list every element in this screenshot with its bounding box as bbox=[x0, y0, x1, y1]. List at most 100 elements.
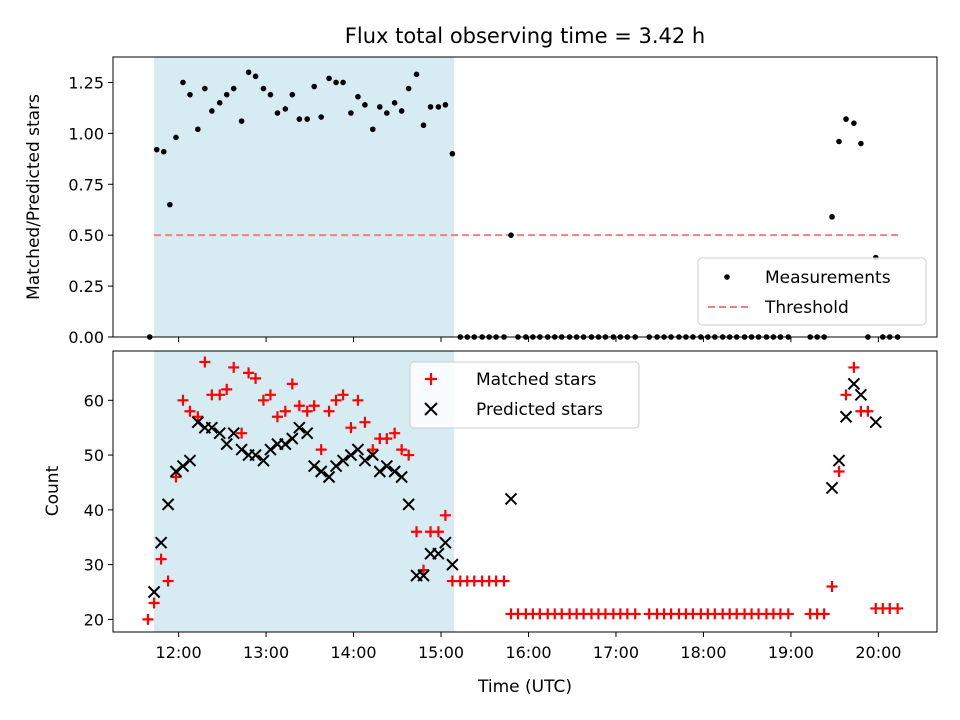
predicted-star-point bbox=[432, 547, 445, 560]
matched-star-point bbox=[293, 400, 305, 412]
matched-star-point bbox=[177, 394, 189, 406]
measurement-point bbox=[362, 102, 368, 108]
matched-star-point bbox=[403, 449, 415, 461]
measurement-point bbox=[355, 93, 361, 100]
measurement-point bbox=[274, 110, 281, 116]
predicted-star-point bbox=[169, 465, 183, 478]
predicted-star-point bbox=[147, 585, 161, 599]
predicted-star-point bbox=[257, 454, 270, 467]
predicted-star-point bbox=[446, 558, 459, 571]
matched-star-point bbox=[439, 509, 451, 521]
measurement-point bbox=[153, 146, 160, 153]
legend-predicted-marker bbox=[424, 402, 438, 416]
predicted-star-point bbox=[373, 465, 387, 478]
matched-star-point bbox=[418, 564, 430, 576]
matched-star-point bbox=[162, 575, 174, 587]
legend-measurements-label: Measurements bbox=[765, 268, 891, 288]
measurement-point bbox=[376, 104, 383, 110]
top-legend-frame bbox=[697, 257, 927, 326]
measurement-point bbox=[420, 122, 427, 129]
y-tick-label: 0.00 bbox=[68, 328, 104, 347]
matched-star-point bbox=[840, 389, 852, 401]
predicted-star-point bbox=[504, 492, 518, 506]
measurement-point bbox=[173, 134, 179, 141]
matched-star-point bbox=[279, 405, 291, 417]
measurement-point bbox=[836, 138, 842, 145]
matched-star-point bbox=[308, 400, 320, 412]
predicted-star-point bbox=[832, 454, 846, 467]
predicted-star-point bbox=[344, 448, 358, 462]
predicted-star-point bbox=[264, 443, 277, 456]
matched-star-point bbox=[264, 389, 276, 401]
matched-star-point bbox=[236, 427, 248, 439]
predicted-star-point bbox=[439, 536, 452, 549]
measurement-point bbox=[851, 120, 857, 126]
predicted-star-point bbox=[351, 443, 365, 456]
measurement-point bbox=[267, 91, 274, 98]
measurement-point bbox=[858, 140, 864, 147]
predicted-star-point bbox=[161, 498, 175, 511]
predicted-star-point bbox=[839, 410, 853, 423]
matched-star-point bbox=[337, 389, 349, 401]
y-tick-label: 20 bbox=[84, 610, 104, 629]
predicted-star-point bbox=[307, 459, 321, 473]
predicted-star-point bbox=[329, 459, 343, 473]
x-tick-label: 17:00 bbox=[593, 643, 639, 662]
matched-star-point bbox=[833, 466, 845, 478]
matched-star-point bbox=[155, 553, 167, 565]
y-tick-label: 60 bbox=[84, 391, 104, 410]
legend-matched-marker bbox=[425, 373, 437, 385]
bottom-legend-frame bbox=[409, 361, 640, 429]
matched-star-point bbox=[352, 394, 364, 406]
matched-star-point bbox=[389, 427, 401, 439]
measurement-point bbox=[508, 232, 514, 238]
matched-star-point bbox=[381, 433, 393, 445]
measurement-point bbox=[843, 116, 849, 122]
matched-star-point bbox=[396, 444, 408, 456]
matched-star-point bbox=[170, 471, 182, 483]
matched-star-point bbox=[411, 526, 423, 538]
measurement-point bbox=[829, 214, 835, 220]
bottom-shaded-interval bbox=[154, 351, 455, 632]
matched-star-point bbox=[148, 597, 160, 609]
predicted-star-point bbox=[417, 569, 430, 582]
chart-title: Flux total observing time = 3.42 h bbox=[345, 24, 705, 48]
predicted-star-point bbox=[388, 465, 401, 478]
matched-star-point bbox=[228, 361, 240, 373]
matched-star-point bbox=[432, 526, 444, 538]
top-panel: 0.00 0.25 0.50 0.75 1.00 1.25 Matched/Predict… bbox=[24, 56, 938, 347]
predicted-star-point bbox=[249, 448, 262, 462]
predicted-star-point bbox=[154, 536, 168, 549]
matched-star-point bbox=[214, 389, 226, 401]
predicted-star-point bbox=[183, 454, 197, 467]
measurement-point bbox=[442, 102, 449, 108]
measurement-point bbox=[427, 104, 434, 110]
measurement-point bbox=[260, 85, 267, 92]
y-tick-label: 1.25 bbox=[68, 73, 104, 92]
measurement-point bbox=[311, 83, 317, 90]
legend-matched-label: Matched stars bbox=[476, 370, 596, 390]
y-tick-label: 50 bbox=[84, 446, 104, 465]
bottom-panel: 20 30 40 50 60 12:00 13:00 14:00 15:00 16:00 17:0… bbox=[43, 350, 938, 697]
y-tick-label: 0.25 bbox=[68, 277, 104, 296]
top-y-ticks: 0.00 0.25 0.50 0.75 1.00 1.25 bbox=[68, 73, 113, 347]
measurement-point bbox=[216, 100, 223, 106]
measurement-point bbox=[296, 116, 303, 122]
matched-star-point bbox=[323, 405, 335, 417]
measurement-point bbox=[245, 69, 252, 76]
predicted-star-point bbox=[293, 421, 306, 434]
matched-star-point bbox=[367, 444, 379, 456]
measurement-point bbox=[369, 126, 376, 133]
predicted-star-point bbox=[279, 437, 292, 451]
x-tick-label: 14:00 bbox=[330, 643, 376, 662]
measurement-point bbox=[449, 150, 456, 157]
predicted-star-point bbox=[869, 416, 882, 429]
matched-star-point bbox=[184, 405, 196, 417]
measurement-point bbox=[405, 85, 412, 92]
predicted-star-point bbox=[322, 470, 336, 484]
bottom-y-axis-label: Count bbox=[43, 465, 63, 516]
measurement-point bbox=[160, 148, 167, 155]
measurement-point bbox=[230, 85, 237, 92]
top-x-ticks bbox=[178, 337, 879, 342]
